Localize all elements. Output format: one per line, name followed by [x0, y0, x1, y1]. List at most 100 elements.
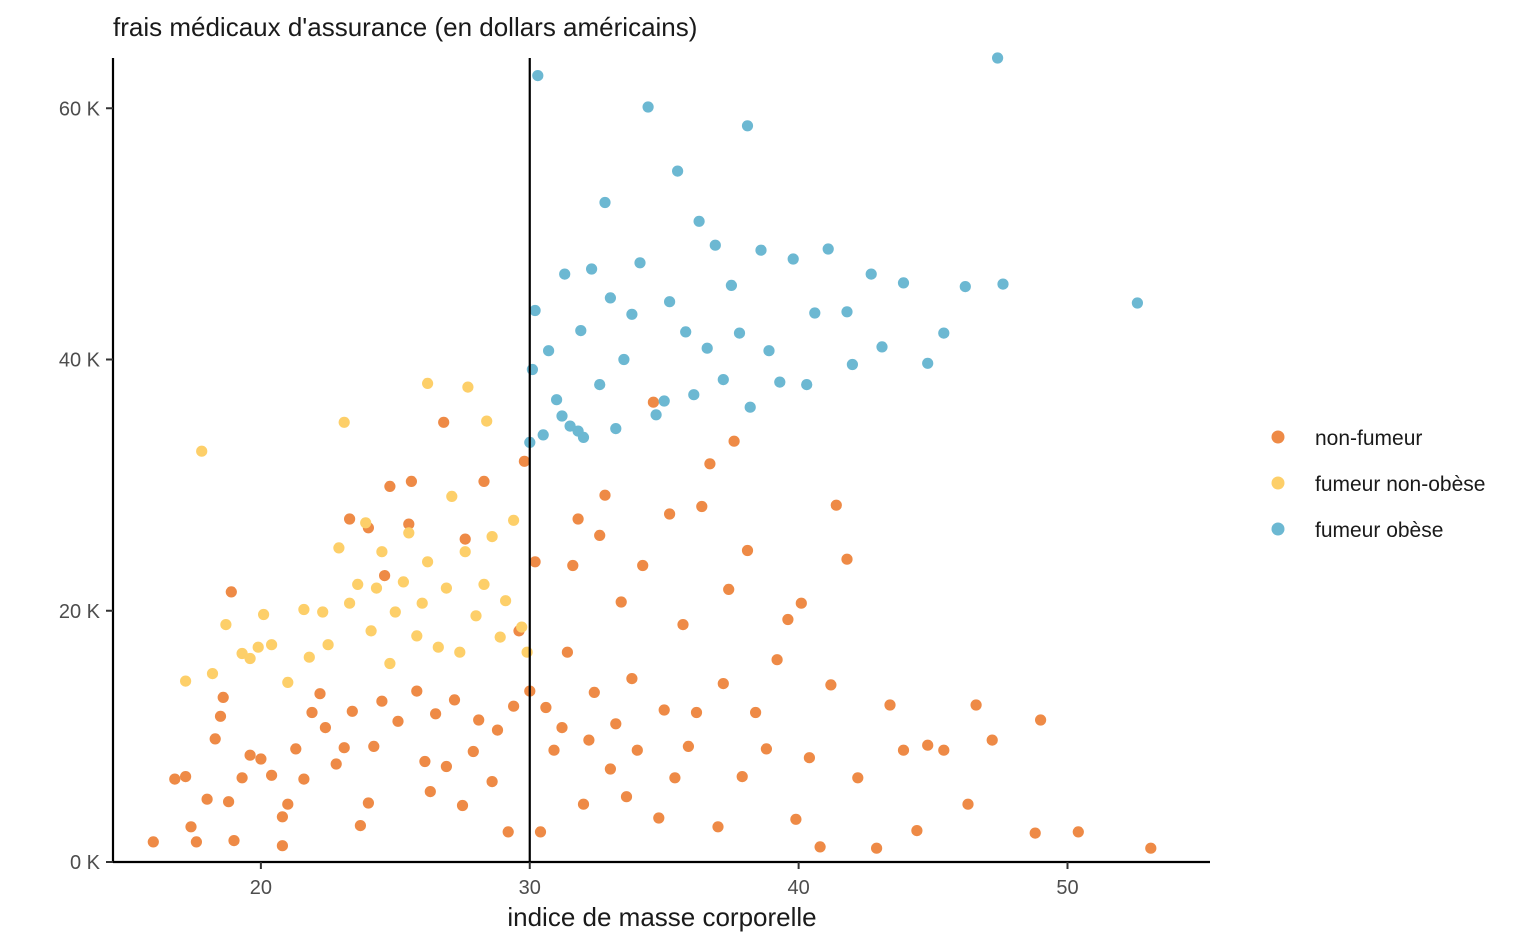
data-point [588, 686, 600, 699]
legend-label: non-fumeur [1315, 427, 1422, 450]
data-point [276, 811, 288, 823]
data-point [306, 706, 318, 719]
data-point [771, 654, 783, 666]
data-point [825, 679, 837, 691]
data-point [344, 597, 356, 609]
data-point [986, 734, 998, 746]
data-point [559, 268, 571, 280]
data-point [760, 743, 773, 755]
data-point [763, 345, 775, 357]
data-point [1035, 714, 1047, 726]
data-point [1029, 827, 1041, 839]
data-point [688, 389, 700, 401]
data-point [741, 544, 754, 557]
data-point [664, 508, 676, 520]
x-tick-label: 50 [1056, 877, 1078, 899]
data-point [865, 268, 877, 280]
data-point [502, 826, 514, 838]
data-point [376, 546, 388, 558]
data-point [494, 631, 506, 643]
data-point [317, 606, 329, 618]
data-point [922, 357, 934, 369]
data-point [540, 701, 552, 714]
data-point [365, 625, 377, 637]
data-point [440, 760, 452, 773]
data-point [147, 836, 159, 848]
legend-label: fumeur obèse [1315, 519, 1443, 542]
x-axis-ticks: 20 30 40 50 [250, 862, 1079, 899]
data-point [403, 518, 415, 530]
legend-key [1271, 430, 1285, 444]
data-point [290, 743, 302, 755]
data-point [314, 688, 326, 700]
data-point [354, 820, 366, 832]
data-point [650, 409, 662, 421]
data-point [244, 652, 256, 665]
data-point [615, 596, 627, 608]
data-point [658, 704, 670, 716]
data-point [997, 278, 1009, 290]
data-point [672, 165, 684, 177]
data-point [405, 475, 417, 487]
data-point [368, 740, 380, 753]
data-point [1145, 842, 1157, 854]
data-point [298, 773, 310, 785]
data-point [704, 458, 716, 470]
data-point [736, 771, 748, 783]
data-point [236, 772, 248, 784]
legend-key [1271, 522, 1285, 536]
data-point [346, 705, 358, 717]
data-point [610, 718, 622, 730]
data-point [255, 753, 267, 765]
data-point [564, 420, 576, 432]
data-point [266, 769, 278, 781]
data-point [422, 377, 434, 389]
data-point [647, 396, 660, 408]
data-point [556, 410, 568, 422]
data-point [206, 668, 219, 680]
data-point [416, 597, 428, 609]
data-point [822, 243, 834, 255]
data-point [537, 429, 549, 441]
data-point [712, 821, 724, 833]
data-point [728, 435, 740, 447]
data-point [548, 744, 560, 756]
data-point [467, 745, 479, 758]
data-point [567, 559, 579, 572]
data-point [626, 308, 638, 320]
data-point [228, 835, 240, 847]
data-point [911, 825, 923, 837]
data-point [782, 613, 794, 626]
data-point [653, 812, 665, 824]
data-point [795, 597, 807, 609]
data-point [319, 722, 331, 734]
data-point [529, 556, 541, 568]
data-point [521, 646, 533, 658]
data-point [411, 630, 423, 642]
data-point [846, 358, 859, 371]
data-point [690, 706, 703, 719]
data-point [516, 621, 528, 633]
data-point [577, 798, 590, 810]
data-point [424, 786, 436, 798]
data-point [577, 431, 590, 443]
data-point [478, 475, 490, 487]
data-point [352, 578, 364, 591]
data-point [532, 70, 544, 82]
x-tick-label: 20 [250, 877, 272, 899]
data-point [507, 514, 520, 526]
data-point [841, 306, 853, 318]
data-point [411, 685, 423, 697]
data-point [225, 586, 237, 598]
y-tick-label: 20 K [59, 601, 101, 623]
data-point [459, 546, 471, 558]
chart-title: frais médicaux d'assurance (en dollars a… [113, 12, 697, 42]
data-point [282, 676, 294, 689]
data-point [680, 326, 692, 338]
data-point [282, 798, 294, 810]
data-point [871, 842, 883, 854]
data-point [741, 120, 754, 132]
data-point [970, 699, 982, 711]
data-point [470, 610, 482, 622]
data-point [669, 772, 681, 784]
